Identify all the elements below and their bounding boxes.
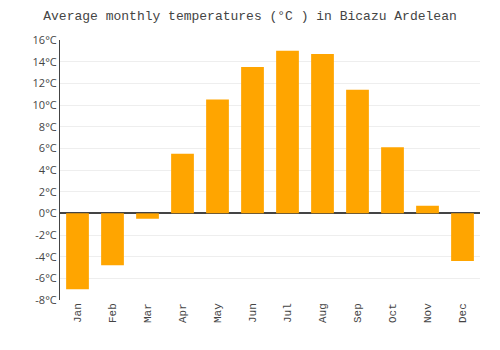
svg-text:14°C: 14°C [33, 54, 57, 69]
svg-text:-8°C: -8°C [35, 292, 57, 307]
svg-text:May: May [212, 303, 224, 323]
svg-text:Dec: Dec [457, 303, 469, 323]
svg-text:Oct: Oct [387, 303, 399, 323]
svg-text:Nov: Nov [422, 303, 434, 323]
svg-text:-2°C: -2°C [35, 227, 57, 242]
svg-text:4°C: 4°C [39, 162, 57, 177]
svg-text:-6°C: -6°C [35, 270, 57, 285]
svg-text:10°C: 10°C [33, 97, 57, 112]
svg-text:Aug: Aug [317, 303, 329, 323]
svg-text:16°C: 16°C [33, 32, 57, 47]
svg-text:Feb: Feb [107, 303, 119, 323]
svg-text:Mar: Mar [142, 303, 154, 323]
svg-text:Jul: Jul [282, 303, 294, 323]
svg-text:2°C: 2°C [39, 184, 57, 199]
svg-text:12°C: 12°C [33, 75, 57, 90]
svg-text:Average monthly temperatures (: Average monthly temperatures (°C ) in Bi… [43, 9, 456, 24]
svg-text:Sep: Sep [352, 303, 364, 323]
svg-text:6°C: 6°C [39, 140, 57, 155]
svg-text:0°C: 0°C [39, 205, 57, 220]
svg-text:Jun: Jun [247, 303, 259, 323]
svg-text:8°C: 8°C [39, 119, 57, 134]
svg-text:Jan: Jan [72, 303, 84, 323]
svg-text:-4°C: -4°C [35, 249, 57, 264]
svg-text:Apr: Apr [177, 303, 189, 323]
